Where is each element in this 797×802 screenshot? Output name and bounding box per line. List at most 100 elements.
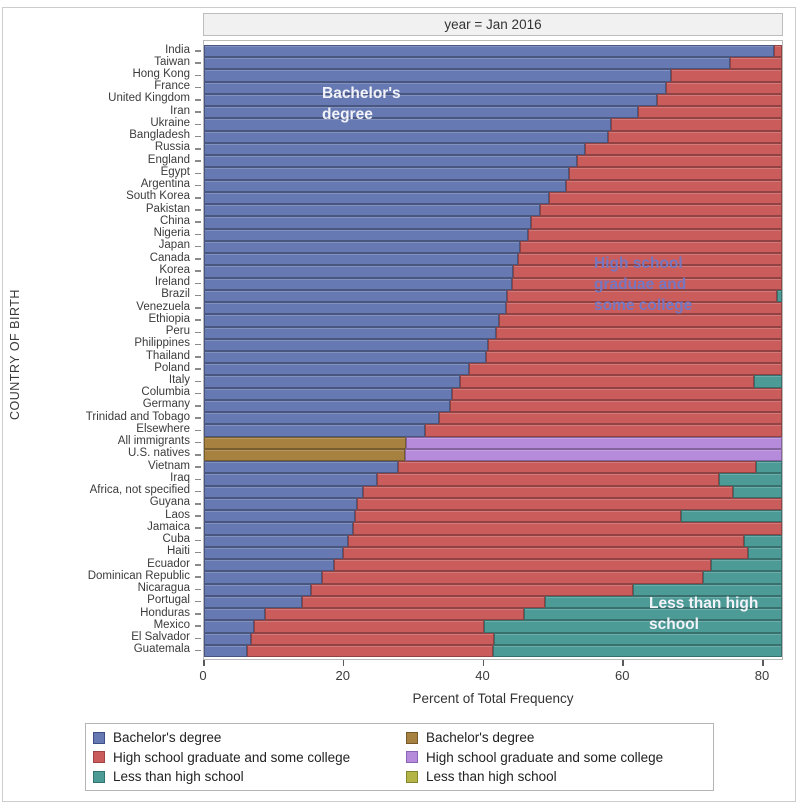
annotation-line: degree [322,106,373,123]
bar-segment-bachelors [204,289,507,303]
y-axis-tick-label: El Salvador [131,631,190,644]
y-axis-tick-label: England [147,153,190,166]
bar-row [204,510,782,523]
y-axis-tick-label: India [165,43,190,56]
facet-strip-title: year = Jan 2016 [444,17,542,32]
y-axis-tick-label: France [154,80,190,93]
bar-segment-hs-grad-some-college [518,253,782,266]
y-tick-mark [195,307,201,309]
bar-row [204,522,782,535]
y-tick-mark [195,148,201,150]
bar-segment-hs-grad-some-college [520,240,782,254]
bar-segment-bachelors [204,522,354,535]
y-tick-mark [195,135,201,138]
bar-segment-hs-grad-some-college [656,93,782,107]
bar-segment-hs-grad-some-college [333,559,711,572]
bar-row [204,571,782,584]
bar-segment-bachelors [204,595,303,609]
x-tick-label: 80 [754,668,770,683]
bar-segment-hs-grad-some-college [425,424,782,437]
y-axis-tick-label: Korea [159,263,190,276]
y-axis-tick-label: Nigeria [153,227,190,240]
bar-segment-less-than-hs [483,620,782,633]
bar-row [204,93,782,107]
bar-segment-hs-grad-some-college [321,571,703,584]
bar-row [204,546,782,560]
legend-swatch [406,770,418,783]
y-tick-mark [195,539,201,542]
y-tick-mark [195,551,201,554]
bar-segment-bachelors [204,620,255,633]
bar-segment-hs-grad-some-college [250,632,495,645]
y-tick-mark [195,331,201,334]
bar-row [204,338,782,351]
legend-label: Bachelor's degree [113,730,222,745]
y-axis-tick-label: Africa, not specified [89,484,190,497]
bachelors-degree-annotation: Bachelor's degree [322,83,401,125]
bar-segment-hs-grad-some-college [637,106,782,119]
bar-segment-hs-grad-some-college [353,522,782,535]
bar-row [204,387,782,400]
bar-segment-bachelors [204,167,569,180]
bar-row [204,448,782,462]
bar-segment-hs-grad-some-college [405,448,782,462]
bar-segment-bachelors [204,106,638,119]
y-tick-mark [195,197,201,199]
bar-row [204,595,782,609]
bar-segment-hs-grad-some-college [513,265,782,278]
less-than-hs-annotation: Less than high school [649,593,758,635]
y-tick-mark [195,209,201,211]
x-tick-label: 40 [475,668,490,683]
bar-segment-hs-grad-some-college [468,363,782,376]
bar-segment-hs-grad-some-college [376,473,720,486]
annotation-line: school [649,616,699,633]
bar-row [204,69,782,82]
bar-segment-bachelors [204,436,406,449]
bar-row [204,81,782,94]
bar-segment-hs-grad-some-college [488,338,782,351]
bar-segment-hs-grad-some-college [343,546,748,560]
bar-row [204,57,782,70]
bar-segment-hs-grad-some-college [498,314,782,327]
bar-segment-hs-grad-some-college [527,228,782,241]
bar-row [204,351,782,364]
bar-segment-hs-grad-some-college [486,351,782,364]
y-axis-tick-label: Columbia [141,386,190,399]
y-tick-mark [195,576,201,578]
bar-row [204,534,782,547]
bar-segment-bachelors [204,326,497,339]
x-tick-mark [342,660,345,666]
bar-row [204,473,782,486]
bar-row [204,461,782,474]
bar-row [204,142,782,156]
bar-segment-hs-grad-some-college [302,595,546,609]
bar-row [204,632,782,645]
y-axis-tick-label: Hong Kong [132,67,190,80]
y-tick-mark [195,368,201,370]
bar-row [204,608,782,621]
bar-segment-bachelors [204,142,585,156]
legend-column: Bachelor's degree High school graduate an… [93,728,406,786]
y-tick-mark [195,490,201,493]
bar-segment-bachelors [204,93,657,107]
bar-segment-hs-grad-some-college [607,130,782,143]
x-tick-mark [622,660,624,666]
bar-segment-bachelors [204,228,528,241]
y-axis-tick-label: Trinidad and Tobago [85,410,190,423]
y-axis-tick-label: Germany [142,398,190,411]
y-axis-tick-label: Bangladesh [129,129,190,142]
bar-row [204,204,782,217]
legend-label: High school graduate and some college [113,749,351,765]
bar-segment-bachelors [204,644,248,657]
y-axis-tick-label: Honduras [140,606,190,619]
legend-item: Less than high school [406,767,663,786]
bar-row [204,216,782,229]
bar-row [204,289,782,303]
high-school-annotation: High school graduae and some college [594,253,692,316]
bar-segment-hs-grad-some-college [774,45,782,58]
bar-segment-hs-grad-some-college [254,620,484,633]
bar-segment-bachelors [204,338,489,351]
legend-swatch [93,751,105,763]
y-tick-mark [195,466,201,468]
